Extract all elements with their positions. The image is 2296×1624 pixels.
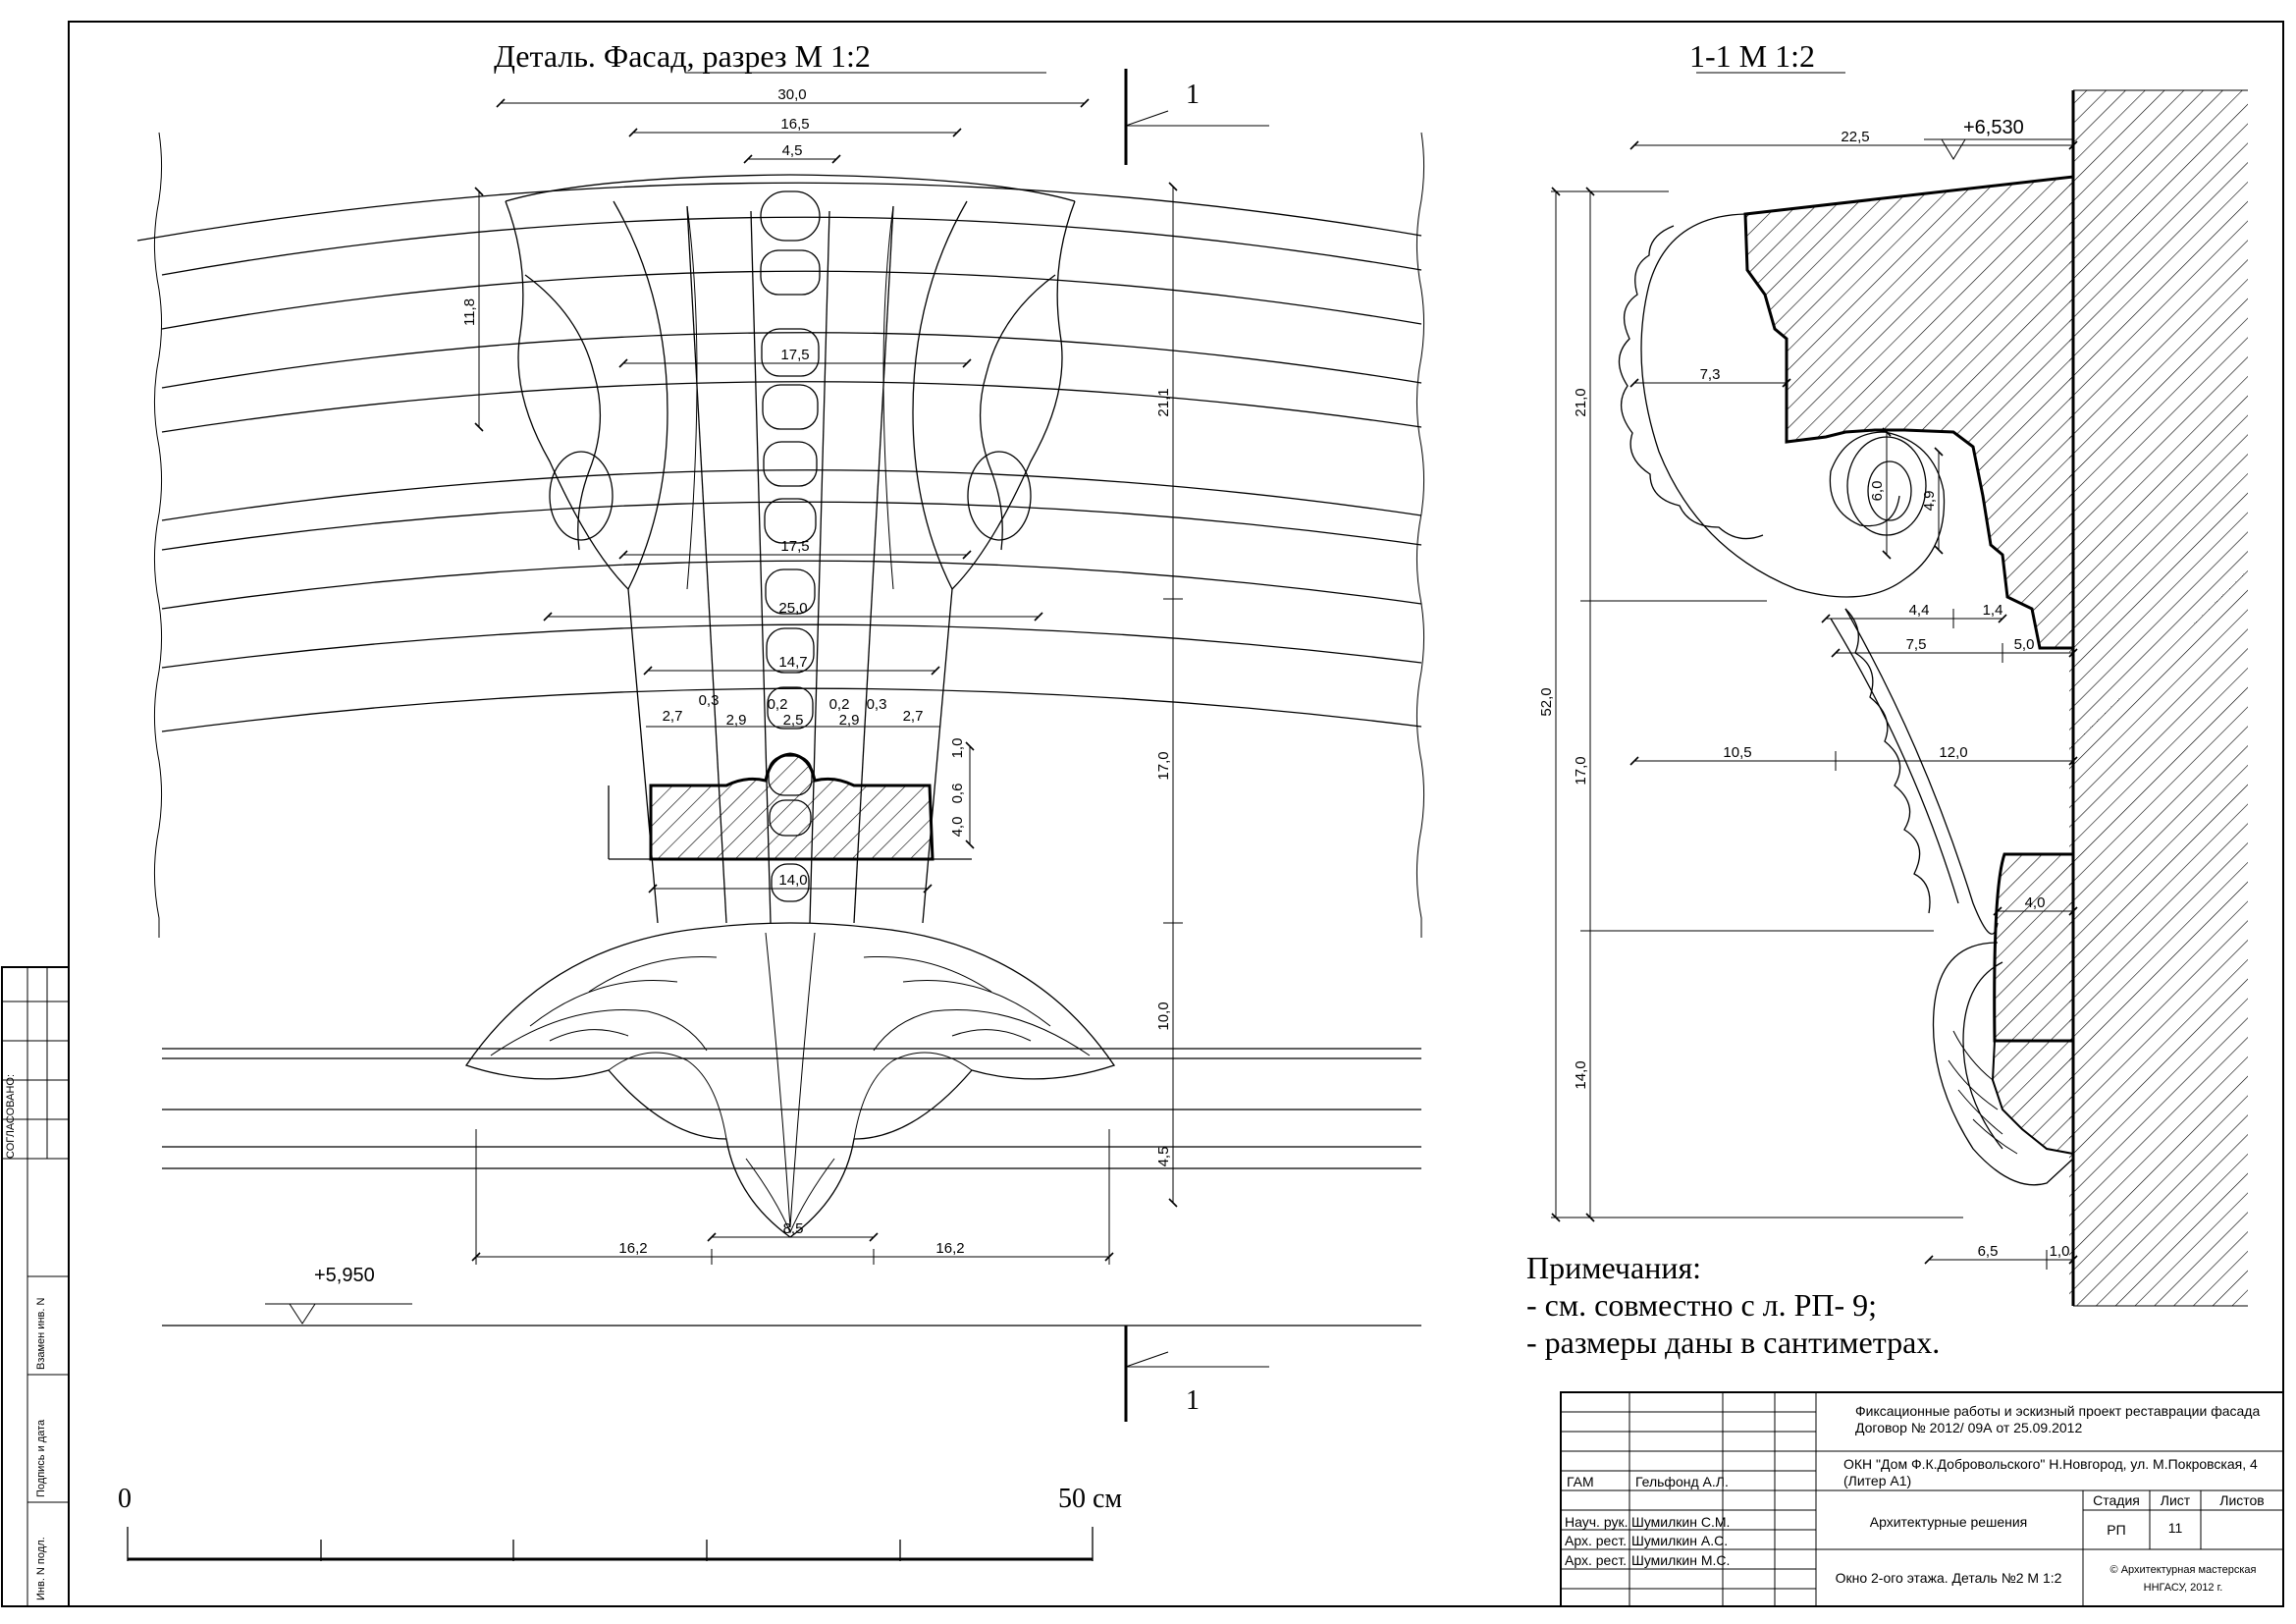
stamp-inv: Инв. N подл.: [35, 1537, 47, 1600]
dim-r0-2-a: 0,2: [768, 696, 788, 713]
dim-h4-5: 4,5: [1155, 1147, 1172, 1167]
tb-h-sheets: Листов: [2219, 1492, 2265, 1508]
tb-staff-role-3: Арх. рест.: [1565, 1552, 1627, 1568]
sdim-1-0: 1,0: [2050, 1243, 2070, 1260]
sdim-7-5: 7,5: [1906, 636, 1927, 653]
scale-end: 50 см: [1058, 1484, 1122, 1514]
dim-30: 30,0: [777, 86, 806, 103]
dim-r0-2-b: 0,2: [829, 696, 850, 713]
title-block: Фиксационные работы и эскизный проект ре…: [1560, 1391, 2284, 1607]
tb-staff-name-1: Шумилкин С.М.: [1631, 1514, 1730, 1530]
tb-staff-name-3: Шумилкин М.С.: [1631, 1552, 1730, 1568]
level-bottom: +5,950: [314, 1265, 375, 1286]
facade-detail: Деталь. Фасад, разрез М 1:2: [136, 38, 1425, 1422]
section-dimensions: 22,5 7,3 6,0 4,9 4,4 1,4 7,5 5,0 10,5 12…: [1538, 129, 2078, 1270]
dim-r2-7-a: 2,7: [663, 708, 683, 725]
sheet-frame: [68, 21, 2284, 1607]
sdim-21: 21,0: [1573, 388, 1589, 416]
section-mark-bottom: 1: [1186, 1385, 1200, 1416]
level-cornice: +6,530: [1963, 117, 2024, 138]
dim-16-2-b: 16,2: [935, 1240, 964, 1257]
dim-14: 14,0: [778, 872, 807, 889]
sdim-10-5: 10,5: [1723, 744, 1751, 761]
dim-r2-9-a: 2,9: [726, 712, 747, 729]
tb-org-1: © Архитектурная мастерская: [2110, 1564, 2257, 1576]
dim-11-8: 11,8: [461, 298, 478, 326]
dim-r0-3-a: 0,3: [699, 692, 720, 709]
scale-bar: 0 50 см: [118, 1484, 1122, 1561]
dim-r2-5: 2,5: [783, 712, 804, 729]
stamp-agreed: СОГЛАСОВАНО:: [5, 1074, 17, 1159]
tb-object-1: ОКН "Дом Ф.К.Добровольского" Н.Новгород,…: [1843, 1456, 2258, 1472]
sdim-14: 14,0: [1573, 1060, 1589, 1089]
tb-org-2: ННГАСУ, 2012 г.: [2144, 1582, 2223, 1594]
tb-staff-role-1: Науч. рук.: [1565, 1514, 1628, 1530]
dim-14-7: 14,7: [778, 654, 807, 671]
stamp-replace: Взамен инв. N: [35, 1298, 47, 1370]
dim-r2-7-b: 2,7: [903, 708, 924, 725]
tb-contract: Договор № 2012/ 09А от 25.09.2012: [1855, 1420, 2082, 1435]
dim-25: 25,0: [778, 600, 807, 617]
dim-4-5: 4,5: [782, 142, 803, 159]
tb-section-name: Архитектурные решения: [1870, 1514, 2028, 1530]
sdim-4-4: 4,4: [1909, 602, 1930, 619]
section-mark-top: 1: [1186, 80, 1200, 110]
tb-h-sheet: Лист: [2161, 1492, 2191, 1508]
dim-16-2-a: 16,2: [618, 1240, 647, 1257]
sdim-4-0: 4,0: [2025, 894, 2046, 911]
sdim-7-3: 7,3: [1700, 366, 1721, 383]
dim-h21-1: 21,1: [1155, 388, 1172, 416]
side-stamp: СОГЛАСОВАНО: Взамен инв. N Подпись и дат…: [1, 966, 70, 1607]
tb-staff-role-2: Арх. рест.: [1565, 1533, 1627, 1548]
facade-dimensions: 30,0 16,5 4,5 11,8 17,5 17,5 25,0 14,7 2…: [461, 86, 1183, 1265]
sdim-12: 12,0: [1939, 744, 1967, 761]
dim-h10: 10,0: [1155, 1001, 1172, 1030]
dim-r2-9-b: 2,9: [839, 712, 860, 729]
tb-object-2: (Литер А1): [1843, 1473, 1911, 1489]
sdim-4-9: 4,9: [1921, 491, 1938, 512]
tb-project: Фиксационные работы и эскизный проект ре…: [1855, 1403, 2260, 1419]
notes-line-2: - размеры даны в сантиметрах.: [1526, 1325, 1940, 1360]
tb-sheet-name: Окно 2-ого этажа. Деталь №2 М 1:2: [1836, 1570, 2062, 1586]
scale-start: 0: [118, 1484, 132, 1514]
stamp-sign: Подпись и дата: [35, 1419, 47, 1497]
dim-17-5-a: 17,5: [780, 347, 809, 363]
section-detail: 1-1 М 1:2 +6,530 22,5: [1538, 38, 2248, 1307]
dim-r0-3-b: 0,3: [867, 696, 887, 713]
dim-v4-0: 4,0: [949, 817, 966, 838]
tb-staff-role-0: ГАМ: [1567, 1474, 1594, 1489]
facade-title: Деталь. Фасад, разрез М 1:2: [494, 38, 871, 74]
sdim-6-0: 6,0: [1869, 481, 1886, 502]
sdim-1-4: 1,4: [1983, 602, 2003, 619]
tb-h-stage: Стадия: [2093, 1492, 2140, 1508]
dim-17-5-b: 17,5: [780, 538, 809, 555]
tb-sheet: 11: [2168, 1520, 2183, 1536]
notes-line-1: - см. совместно с л. РП- 9;: [1526, 1287, 1877, 1323]
sdim-52: 52,0: [1538, 687, 1555, 716]
tb-staff-name-0: Гельфонд А.Л.: [1635, 1474, 1729, 1489]
tb-stage: РП: [2107, 1522, 2125, 1538]
dim-16-5: 16,5: [780, 116, 809, 133]
tb-staff-name-2: Шумилкин А.С.: [1631, 1533, 1728, 1548]
dim-8-5: 8,5: [783, 1220, 804, 1237]
sdim-17: 17,0: [1573, 756, 1589, 785]
sdim-22-5: 22,5: [1841, 129, 1869, 145]
sdim-5-0: 5,0: [2014, 636, 2035, 653]
sdim-6-5: 6,5: [1978, 1243, 1999, 1260]
dim-v0-6: 0,6: [949, 784, 966, 804]
notes-heading: Примечания:: [1526, 1250, 1701, 1285]
section-title: 1-1 М 1:2: [1689, 38, 1815, 74]
dim-h17: 17,0: [1155, 751, 1172, 780]
acanthus-ornament: [464, 922, 1116, 1238]
dim-v1-0: 1,0: [949, 738, 966, 759]
notes-block: Примечания: - см. совместно с л. РП- 9; …: [1526, 1250, 1940, 1360]
